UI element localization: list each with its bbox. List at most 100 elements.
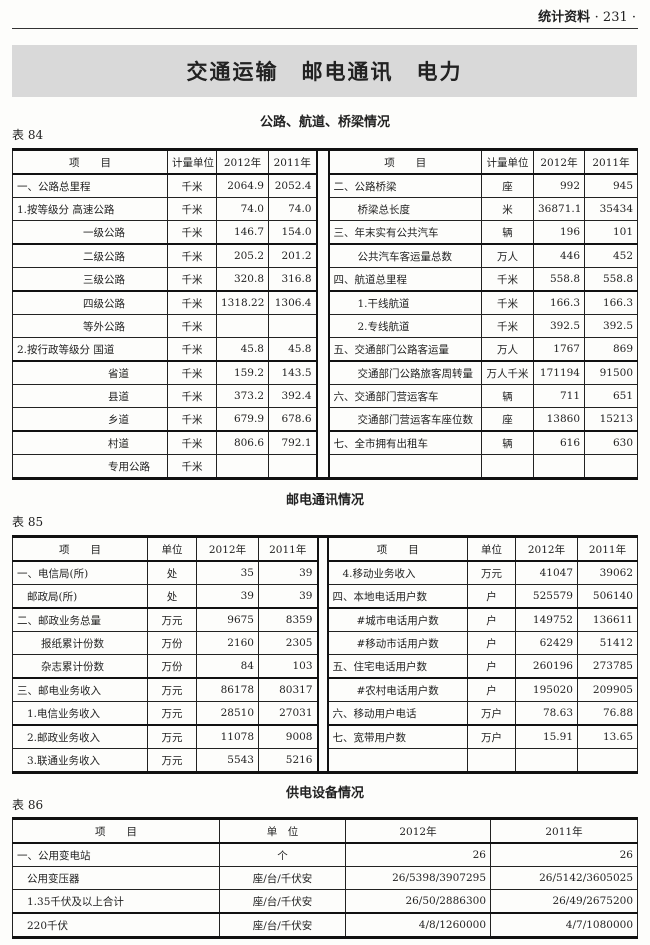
item-label: 公共汽车客运量总数 xyxy=(328,243,482,268)
value-2012: 392.5 xyxy=(533,314,585,338)
value-2011: 452 xyxy=(584,243,638,268)
unit-cell: 千米 xyxy=(167,197,217,221)
item-label: 三、邮电业务收入 xyxy=(12,677,148,702)
unit-cell: 座 xyxy=(481,407,534,432)
value-2012: 41047 xyxy=(515,560,578,585)
item-label: 杂志累计份数 xyxy=(12,654,148,679)
table-85-number: 表 85 xyxy=(12,515,44,529)
unit-cell: 个 xyxy=(219,842,346,867)
value-2012: 166.3 xyxy=(533,290,585,315)
value-2012: 806.6 xyxy=(216,430,269,455)
column-gap xyxy=(316,536,329,561)
item-label: 1.35千伏及以上合计 xyxy=(12,889,220,914)
item-label: 一级公路 xyxy=(12,220,168,245)
header-row: 项 目单位 2012年 2011年项 目单位 2012年 2011年 xyxy=(12,536,638,562)
column-gap xyxy=(316,608,329,632)
column-gap xyxy=(315,244,330,268)
unit-cell: 户 xyxy=(467,677,516,702)
item-label: 2.按行政等级分 国道 xyxy=(12,337,168,362)
value-2011: 9008 xyxy=(258,724,318,749)
value-2012: 373.2 xyxy=(216,384,269,408)
value-2011 xyxy=(577,748,638,773)
table-row: 1.按等级分 高速公路 千米 74.0 74.0 桥梁总长度米 36871.1 35434 xyxy=(12,197,638,221)
column-header: 项 目 xyxy=(12,149,168,175)
unit-cell: 辆 xyxy=(481,430,534,455)
item-label: 一、电信局(所) xyxy=(12,560,148,585)
value-2012 xyxy=(216,454,269,479)
value-2012: 15.91 xyxy=(515,724,578,749)
table-row: 杂志累计份数 万份 84 103 五、住宅电话用户数户 260196 273785 xyxy=(12,654,638,679)
column-gap xyxy=(316,748,329,773)
column-gap xyxy=(315,220,330,244)
value-2011: 154.0 xyxy=(268,220,317,245)
value-2011: 15213 xyxy=(584,407,638,432)
item-label: 省道 xyxy=(12,360,168,385)
value-2012: 26/5398/3907295 xyxy=(345,866,491,890)
value-2011: 1306.4 xyxy=(268,290,317,315)
value-2012: 558.8 xyxy=(533,267,585,292)
section-name: 统计资料 xyxy=(538,10,591,25)
unit-cell: 千米 xyxy=(167,384,217,408)
value-2012: 39 xyxy=(196,584,259,609)
item-label: 五、住宅电话用户数 xyxy=(327,654,468,679)
unit-cell: 户 xyxy=(467,631,516,655)
header-row: 项 目单 位 2012年 2011年 xyxy=(12,818,638,844)
item-label: 1.干线航道 xyxy=(328,290,482,315)
value-2011 xyxy=(268,314,317,338)
item-label: 二、公路桥梁 xyxy=(328,173,482,198)
table-row: 3.联通业务收入 万元 5543 5216 xyxy=(12,748,638,773)
value-2012: 26 xyxy=(345,842,491,867)
unit-cell: 万户 xyxy=(467,724,516,749)
item-label: 县道 xyxy=(12,384,168,408)
value-2012: 4/8/1260000 xyxy=(345,912,491,938)
value-2011: 74.0 xyxy=(268,197,317,221)
value-2011: 8359 xyxy=(258,607,318,632)
item-label: 报纸累计份数 xyxy=(12,631,148,655)
unit-cell: 处 xyxy=(147,560,197,585)
unit-cell: 千米 xyxy=(481,267,534,292)
unit-cell: 千米 xyxy=(167,337,217,362)
unit-cell: 万元 xyxy=(147,607,197,632)
column-gap xyxy=(315,384,330,408)
page-number: · 231 · xyxy=(594,10,636,25)
column-gap xyxy=(316,561,329,585)
column-gap xyxy=(315,149,330,174)
value-2011 xyxy=(584,454,638,479)
table-row: 四级公路 千米 1318.22 1306.4 1.干线航道 千米 166.3 166.3 xyxy=(12,290,638,315)
value-2012 xyxy=(216,314,269,338)
item-label: 村道 xyxy=(12,430,168,455)
table-row: 等外公路 千米 2.专线航道 千米 392.5 392.5 xyxy=(12,314,638,338)
table-row: 一、公用变电站个 26 26 xyxy=(12,842,638,867)
unit-cell: 千米 xyxy=(167,267,217,292)
column-header: 项 目 xyxy=(12,536,148,562)
value-2011 xyxy=(268,454,317,479)
value-2011: 316.8 xyxy=(268,267,317,292)
value-2011: 76.88 xyxy=(577,701,638,726)
item-label: 一、公路总里程 xyxy=(12,173,168,198)
table-row: 2.按行政等级分 国道 千米 45.8 45.8 五、交通部门公路客运量 万人 1767 86… xyxy=(12,337,638,362)
column-gap xyxy=(316,725,329,749)
column-gap xyxy=(316,654,329,678)
unit-cell: 千米 xyxy=(167,407,217,432)
column-gap xyxy=(315,454,330,479)
item-label: 二级公路 xyxy=(12,243,168,268)
column-header: 2012年 xyxy=(345,818,491,844)
column-header: 2011年 xyxy=(584,149,638,175)
value-2012: 86178 xyxy=(196,677,259,702)
value-2012 xyxy=(515,748,578,773)
table-row: 乡道 千米 679.9 678.6 交通部门营运客车座位数座 13860 15213 xyxy=(12,407,638,432)
value-2012: 146.7 xyxy=(216,220,269,245)
table-84-caption: 公路、航道、桥梁情况 xyxy=(259,115,390,130)
value-2011: 4/7/1080000 xyxy=(490,912,638,938)
column-header: 2011年 xyxy=(268,149,317,175)
value-2012: 205.2 xyxy=(216,243,269,268)
value-2011: 630 xyxy=(584,430,638,455)
unit-cell: 千米 xyxy=(167,314,217,338)
value-2011: 143.5 xyxy=(268,360,317,385)
unit-cell: 万元 xyxy=(467,560,516,585)
item-label: 3.联通业务收入 xyxy=(12,748,148,773)
column-header: 单位 xyxy=(467,536,516,562)
unit-cell: 千米 xyxy=(481,314,534,338)
unit-cell: 万份 xyxy=(147,631,197,655)
item-label: 等外公路 xyxy=(12,314,168,338)
